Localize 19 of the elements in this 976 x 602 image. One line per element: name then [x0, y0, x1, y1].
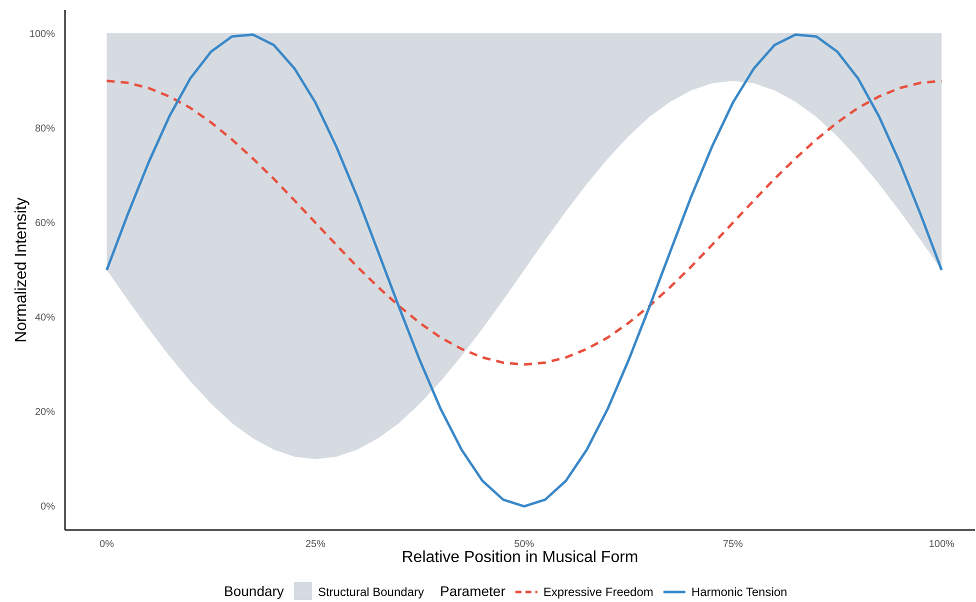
y-tick-label: 20% — [34, 407, 56, 418]
x-tick-label: 75% — [722, 539, 744, 550]
x-tick-label: 50% — [514, 539, 534, 550]
y-tick-label: 40% — [34, 312, 56, 324]
text: Boundary — [224, 583, 284, 599]
x-tick-label: 25% — [305, 539, 326, 550]
legend-title: Parameter — [440, 583, 506, 599]
legend-label: Harmonic Tension — [691, 585, 788, 599]
legend-label: Structural Boundary — [318, 585, 424, 599]
y-tick-label: 60% — [34, 218, 56, 229]
y-tick-label: 80% — [34, 123, 56, 134]
x-axis-title: Relative Position in Musical Form — [402, 549, 638, 566]
legend-label: Expressive Freedom — [543, 585, 654, 599]
x-tick-label: 0% — [100, 539, 114, 550]
line-series — [105, 80, 943, 366]
x-tick-label: 100% — [928, 539, 954, 550]
y-tick-label: 100% — [29, 28, 56, 40]
y-axis-title: Normalized Intensity — [13, 198, 30, 342]
y-tick-label: 0% — [40, 502, 56, 513]
